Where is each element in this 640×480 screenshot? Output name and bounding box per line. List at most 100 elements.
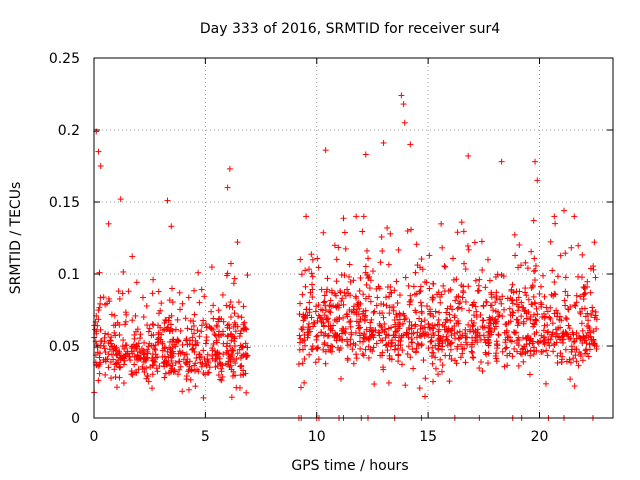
data-point [503, 344, 510, 351]
data-point [528, 248, 535, 255]
data-point [443, 333, 450, 340]
data-point [168, 223, 175, 230]
data-point [531, 348, 538, 355]
data-point [225, 358, 232, 365]
data-point [333, 256, 340, 263]
data-point [405, 282, 412, 289]
data-point [299, 291, 306, 298]
data-point [225, 332, 232, 339]
data-point [339, 337, 346, 344]
data-point [466, 328, 473, 335]
data-point [111, 329, 118, 336]
data-point [212, 364, 219, 371]
data-point [121, 345, 128, 352]
data-point [306, 299, 313, 306]
data-point [315, 302, 322, 309]
data-point [384, 224, 391, 231]
data-point [573, 292, 580, 299]
data-point [244, 272, 251, 279]
data-point [231, 338, 238, 345]
data-point [370, 344, 377, 351]
data-point [116, 321, 123, 328]
data-point [218, 332, 225, 339]
data-point [377, 259, 384, 266]
data-point [412, 321, 419, 328]
data-point [134, 343, 141, 350]
data-point [513, 316, 520, 323]
data-point [353, 295, 360, 302]
data-point [408, 226, 415, 233]
data-point [154, 368, 161, 375]
data-point [412, 269, 419, 276]
data-point [199, 360, 206, 367]
data-point [347, 318, 354, 325]
data-point [557, 252, 564, 259]
data-point [313, 345, 320, 352]
data-point [425, 320, 432, 327]
data-point [128, 371, 135, 378]
data-point [434, 321, 441, 328]
data-point [580, 284, 587, 291]
data-point [571, 383, 578, 390]
data-point [179, 300, 186, 307]
data-point [409, 346, 416, 353]
data-point [155, 288, 162, 295]
data-point [167, 321, 174, 328]
data-point [366, 336, 373, 343]
data-point [209, 345, 216, 352]
data-point [454, 329, 461, 336]
data-point [356, 287, 363, 294]
data-point [144, 322, 151, 329]
data-point [480, 302, 487, 309]
data-point [432, 308, 439, 315]
data-point [320, 299, 327, 306]
data-point [298, 325, 305, 332]
data-point [171, 368, 178, 375]
data-point [473, 313, 480, 320]
data-point [167, 362, 174, 369]
data-point [451, 314, 458, 321]
data-point [313, 333, 320, 340]
data-point [442, 352, 449, 359]
data-point [412, 349, 419, 356]
data-point [116, 331, 123, 338]
data-point [337, 345, 344, 352]
data-point [105, 220, 112, 227]
data-point [508, 338, 515, 345]
data-point [417, 264, 424, 271]
data-point [462, 339, 469, 346]
data-point [373, 302, 380, 309]
data-point [228, 331, 235, 338]
data-point [350, 277, 357, 284]
data-point [301, 342, 308, 349]
data-point [166, 297, 173, 304]
data-point [176, 358, 183, 365]
data-point [307, 289, 314, 296]
data-point [322, 360, 329, 367]
data-point [361, 317, 368, 324]
data-point [438, 368, 445, 375]
data-point [459, 332, 466, 339]
data-point [365, 354, 372, 361]
data-point [584, 278, 591, 285]
data-point [341, 272, 348, 279]
chart-title: Day 333 of 2016, SRMTID for receiver sur… [200, 21, 500, 37]
data-point [225, 351, 232, 358]
data-point [96, 370, 103, 377]
data-point [234, 239, 241, 246]
data-point [534, 338, 541, 345]
data-point [564, 292, 571, 299]
data-point [567, 359, 574, 366]
data-point [587, 333, 594, 340]
data-point [341, 229, 348, 236]
data-point [378, 233, 385, 240]
data-point [335, 244, 342, 251]
data-point [572, 302, 579, 309]
data-point [203, 320, 210, 327]
data-point [427, 310, 434, 317]
data-point [226, 303, 233, 310]
data-point [417, 322, 424, 329]
data-point [515, 319, 522, 326]
data-point [242, 340, 249, 347]
data-point [477, 312, 484, 319]
